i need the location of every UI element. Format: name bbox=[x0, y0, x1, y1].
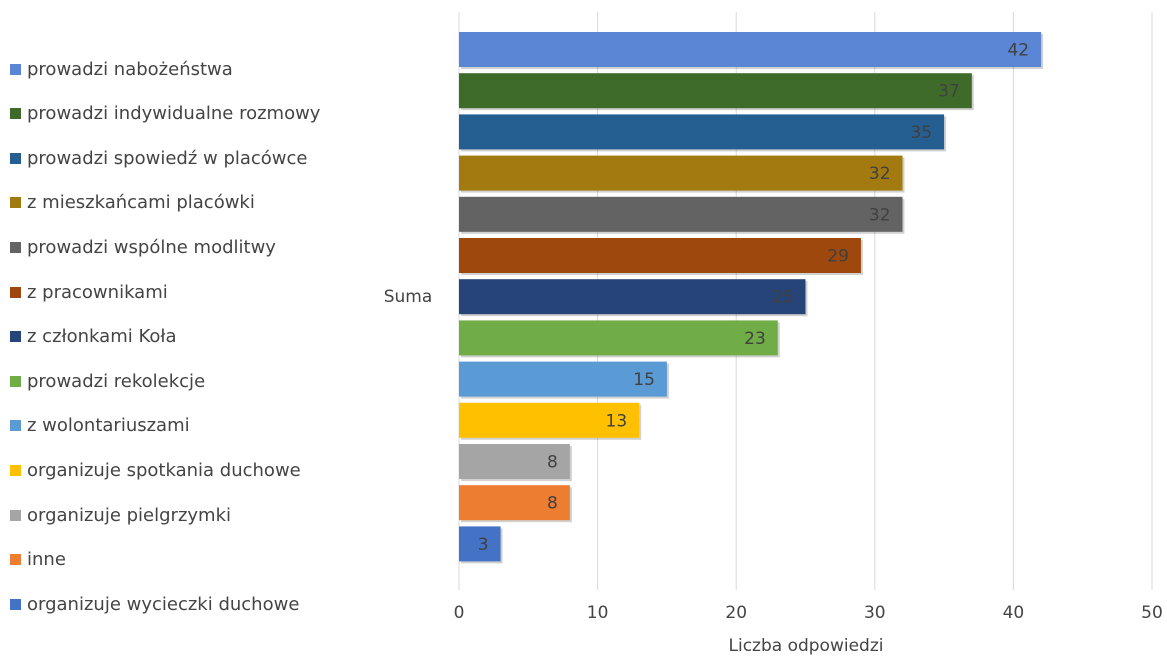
x-tick-label: 50 bbox=[1141, 603, 1163, 623]
legend-label: inne bbox=[27, 549, 66, 571]
data-label: 25 bbox=[772, 288, 794, 308]
legend-label: prowadzi spowiedź w placówce bbox=[27, 147, 308, 169]
data-labels: 42 37 35 32 32 29 25 23 15 13 8 8 3 bbox=[478, 41, 1029, 555]
legend-swatch bbox=[10, 152, 21, 164]
bar bbox=[459, 114, 945, 150]
legend-label: z mieszkańcami placówki bbox=[27, 192, 255, 214]
data-label: 29 bbox=[827, 247, 849, 267]
legend-item: prowadzi rekolekcje bbox=[10, 370, 205, 392]
legend-swatch bbox=[10, 464, 21, 476]
category-label: Suma bbox=[384, 287, 433, 307]
legend-label: organizuje pielgrzymki bbox=[27, 504, 232, 526]
x-tick-label: 0 bbox=[454, 603, 465, 623]
legend-swatch bbox=[10, 331, 21, 343]
x-axis-title: Liczba odpowiedzi bbox=[729, 636, 884, 656]
legend-item: inne bbox=[10, 549, 66, 571]
legend-item: organizuje spotkania duchowe bbox=[10, 459, 301, 481]
bar bbox=[459, 402, 640, 438]
x-tick-labels: 0 10 20 30 40 50 bbox=[454, 603, 1163, 623]
legend-swatch bbox=[10, 509, 21, 521]
data-label: 23 bbox=[744, 329, 766, 349]
legend-swatch bbox=[10, 63, 21, 75]
legend-swatch bbox=[10, 108, 21, 120]
legend-label: z członkami Koła bbox=[27, 326, 177, 348]
data-label: 8 bbox=[547, 453, 558, 473]
bar bbox=[459, 196, 903, 232]
legend-swatch bbox=[10, 554, 21, 566]
legend-label: prowadzi nabożeństwa bbox=[27, 58, 233, 80]
bar bbox=[459, 361, 667, 397]
bar bbox=[459, 32, 1042, 67]
bar bbox=[459, 526, 501, 562]
legend-swatch bbox=[10, 598, 21, 610]
bar bbox=[459, 238, 861, 273]
legend-item: z wolontariuszami bbox=[10, 415, 190, 437]
data-label: 3 bbox=[478, 535, 489, 555]
bar bbox=[459, 444, 570, 479]
legend-item: z mieszkańcami placówki bbox=[10, 192, 255, 214]
legend-item: z pracownikami bbox=[10, 281, 168, 303]
legend-label: organizuje wycieczki duchowe bbox=[27, 593, 300, 615]
data-label: 42 bbox=[1007, 41, 1029, 61]
legend-item: organizuje pielgrzymki bbox=[10, 504, 231, 526]
data-label: 37 bbox=[938, 82, 960, 102]
legend-label: prowadzi rekolekcje bbox=[27, 370, 206, 392]
legend-swatch bbox=[10, 241, 21, 253]
legend-item: prowadzi nabożeństwa bbox=[10, 58, 233, 80]
legend-item: prowadzi spowiedź w placówce bbox=[10, 147, 308, 169]
legend-label: z pracownikami bbox=[27, 281, 168, 303]
data-label: 35 bbox=[910, 123, 932, 143]
bar bbox=[459, 485, 570, 521]
data-label: 13 bbox=[606, 411, 628, 431]
x-tick-label: 40 bbox=[1003, 603, 1025, 623]
bars bbox=[459, 32, 1044, 564]
legend-item: prowadzi wspólne modlitwy bbox=[10, 236, 276, 258]
bar bbox=[459, 279, 806, 315]
legend-swatch bbox=[10, 375, 21, 387]
x-tick-label: 30 bbox=[864, 603, 886, 623]
legend-swatch bbox=[10, 286, 21, 298]
legend: prowadzi nabożeństwa prowadzi indywidualn… bbox=[10, 0, 380, 657]
bar bbox=[459, 320, 778, 356]
x-tick-label: 20 bbox=[725, 603, 747, 623]
data-label: 32 bbox=[869, 205, 891, 225]
legend-swatch bbox=[10, 420, 21, 432]
bar bbox=[459, 155, 903, 191]
legend-item: prowadzi indywidualne rozmowy bbox=[10, 103, 320, 125]
legend-label: organizuje spotkania duchowe bbox=[27, 459, 301, 481]
data-label: 15 bbox=[633, 370, 655, 390]
data-label: 8 bbox=[547, 494, 558, 514]
bar bbox=[459, 73, 972, 109]
legend-item: z członkami Koła bbox=[10, 326, 177, 348]
legend-swatch bbox=[10, 197, 21, 209]
legend-label: prowadzi wspólne modlitwy bbox=[27, 236, 276, 258]
x-tick-label: 10 bbox=[587, 603, 609, 623]
data-label: 32 bbox=[869, 164, 891, 184]
legend-item: organizuje wycieczki duchowe bbox=[10, 593, 299, 615]
legend-label: prowadzi indywidualne rozmowy bbox=[27, 103, 321, 125]
legend-label: z wolontariuszami bbox=[27, 415, 190, 437]
